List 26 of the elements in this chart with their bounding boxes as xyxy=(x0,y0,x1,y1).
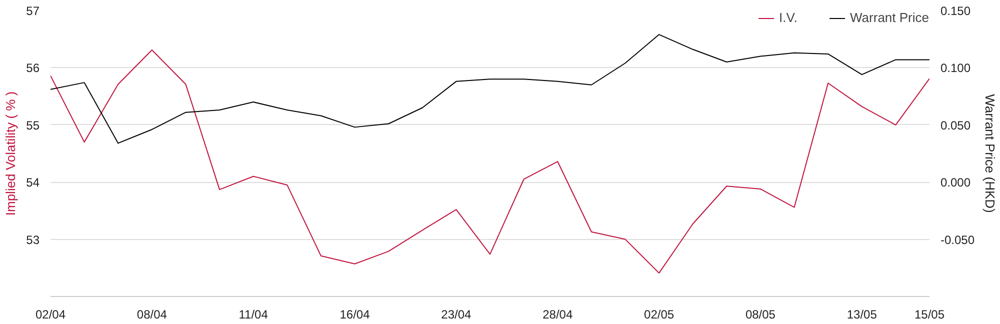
legend-label: Warrant Price xyxy=(850,10,929,25)
x-tick-label: 02/05 xyxy=(644,308,674,322)
legend-label: I.V. xyxy=(779,10,798,25)
x-tick-label: 28/04 xyxy=(542,308,573,322)
y2-tick-label: -0.050 xyxy=(940,232,975,247)
x-tick-label: 13/05 xyxy=(846,308,878,322)
y2-tick-label: 0.150 xyxy=(940,4,971,18)
line-series xyxy=(50,34,930,144)
y-tick-label: 54 xyxy=(26,176,40,190)
x-tick-label: 08/05 xyxy=(745,308,776,322)
line-series xyxy=(50,49,930,274)
x-tick-label: 23/04 xyxy=(441,308,472,322)
x-tick-label: 16/04 xyxy=(340,308,370,322)
y-tick-label: 56 xyxy=(26,61,40,76)
y2-axis-title: Warrant Price (HKD) xyxy=(982,94,998,213)
y2-tick-label: 0.050 xyxy=(940,118,971,132)
y-axis-title: Implied Volatility ( % ) xyxy=(3,91,18,216)
y2-tick-label: 0.100 xyxy=(940,61,971,76)
x-tick-label: 08/04 xyxy=(136,308,168,322)
y-tick-label: 57 xyxy=(26,4,40,18)
x-tick-label: 11/04 xyxy=(238,308,268,322)
x-tick-label: 15/05 xyxy=(914,308,945,322)
x-tick-label: 02/04 xyxy=(35,308,66,322)
y2-tick-label: 0.000 xyxy=(940,176,971,190)
y-tick-label: 53 xyxy=(26,232,40,247)
y-tick-label: 55 xyxy=(26,118,40,132)
